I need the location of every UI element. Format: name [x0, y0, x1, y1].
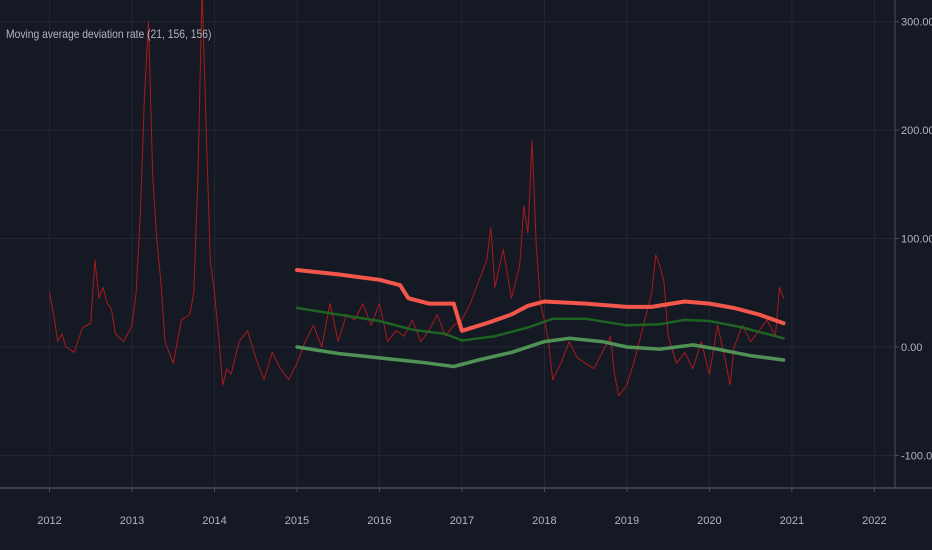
- x-tick-label: 2012: [37, 515, 61, 527]
- lower-band-line: [295, 336, 786, 369]
- x-tick-label: 2013: [120, 515, 144, 527]
- upper-band-line: [295, 268, 786, 333]
- x-tick-label: 2015: [285, 515, 309, 527]
- x-tick-label: 2016: [367, 515, 391, 527]
- x-tick-label: 2020: [697, 515, 721, 527]
- x-tick-label: 2017: [450, 515, 474, 527]
- deviation-line: [49, 0, 785, 397]
- x-tick-label: 2014: [202, 515, 226, 527]
- x-tick-label: 2018: [532, 515, 556, 527]
- y-tick-label: -100.00: [901, 450, 932, 462]
- y-tick-label: 0.00: [901, 342, 922, 354]
- mid-band-line: [295, 306, 785, 342]
- y-tick-label: 100.00: [901, 234, 932, 246]
- y-tick-label: 300.00: [901, 17, 932, 29]
- indicator-title: Moving average deviation rate (21, 156, …: [6, 27, 212, 41]
- x-tick-label: 2022: [862, 515, 886, 527]
- grid: [0, 0, 895, 488]
- x-tick-label: 2021: [780, 515, 804, 527]
- series-layer: [49, 0, 786, 397]
- axes: 300.00 200.00 100.00 0.00 -100.00 2012 2013 201…: [0, 0, 932, 527]
- x-tick-label: 2019: [615, 515, 639, 527]
- y-tick-label: 200.00: [901, 125, 932, 137]
